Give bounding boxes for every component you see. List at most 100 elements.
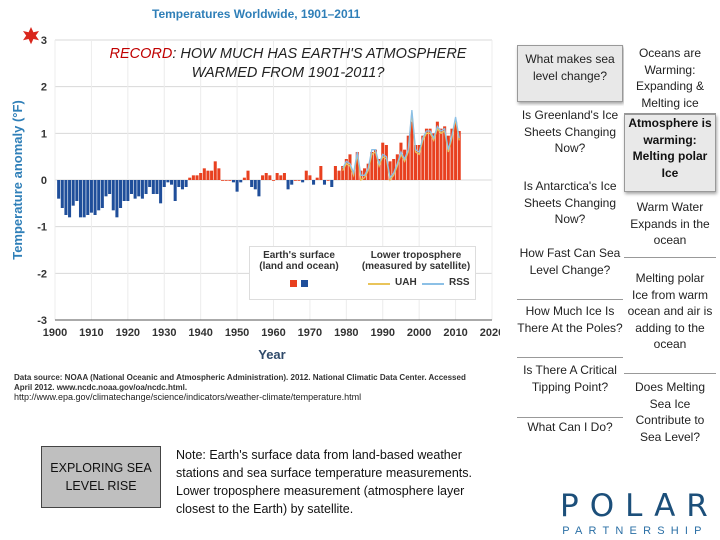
surface-bar bbox=[75, 180, 79, 201]
surface-bar bbox=[403, 149, 407, 180]
surface-bar bbox=[253, 180, 257, 190]
surface-bar bbox=[246, 170, 250, 180]
surface-bar bbox=[122, 180, 126, 201]
surface-bar bbox=[199, 173, 203, 180]
surface-bar bbox=[417, 145, 421, 180]
surface-bar bbox=[177, 180, 181, 187]
surface-bar bbox=[304, 170, 308, 180]
surface-bar bbox=[93, 180, 97, 215]
answer-item[interactable]: Oceans are Warming: Expanding & Melting … bbox=[624, 44, 716, 114]
surface-bar bbox=[191, 175, 195, 180]
question-item[interactable]: How Fast Can Sea Level Change? bbox=[517, 245, 623, 300]
surface-bar bbox=[410, 121, 414, 180]
surface-bar bbox=[166, 180, 170, 183]
legend-swatch-positive bbox=[290, 280, 297, 287]
legend-swatch-negative bbox=[301, 280, 308, 287]
surface-bar bbox=[64, 180, 68, 215]
surface-bar bbox=[275, 173, 279, 180]
surface-bar bbox=[97, 180, 101, 211]
surface-bar bbox=[399, 142, 403, 180]
surface-bar bbox=[370, 152, 374, 180]
surface-bar bbox=[341, 166, 345, 180]
answer-item[interactable]: Warm Water Expands in the ocean bbox=[624, 198, 716, 258]
surface-bar bbox=[89, 180, 93, 213]
question-item[interactable]: What makes sea level change? bbox=[517, 45, 623, 102]
answer-item[interactable]: Melting polar Ice from warm ocean and ai… bbox=[624, 270, 716, 374]
surface-bar bbox=[129, 180, 133, 194]
y-tick-label: -2 bbox=[37, 268, 47, 280]
surface-bar bbox=[188, 177, 192, 180]
surface-bar bbox=[282, 173, 286, 180]
surface-bar bbox=[57, 180, 61, 199]
surface-bar bbox=[457, 131, 461, 180]
source-url-link[interactable]: http://www.epa.gov/climatechange/science… bbox=[14, 392, 362, 402]
surface-bar bbox=[151, 180, 155, 194]
surface-bar bbox=[159, 180, 163, 204]
surface-bar bbox=[144, 180, 148, 194]
question-item[interactable]: What Can I Do? bbox=[517, 419, 623, 459]
surface-bar bbox=[140, 180, 144, 199]
y-tick-label: 2 bbox=[41, 82, 47, 94]
y-axis-label: Temperature anomaly (°F) bbox=[10, 100, 25, 260]
surface-bar bbox=[100, 180, 104, 208]
surface-bar bbox=[68, 180, 72, 218]
surface-bar bbox=[257, 180, 261, 197]
x-tick-label: 1930 bbox=[152, 327, 176, 339]
x-tick-label: 2000 bbox=[407, 327, 431, 339]
legend-uah-label: UAH bbox=[395, 277, 417, 288]
surface-bar bbox=[242, 177, 246, 180]
legend-troposphere-title: Lower troposphere (measured by satellite… bbox=[361, 250, 471, 272]
x-tick-label: 1910 bbox=[79, 327, 103, 339]
surface-bar bbox=[137, 180, 141, 197]
surface-bar bbox=[421, 135, 425, 180]
surface-bar bbox=[392, 159, 396, 180]
y-tick-label: -3 bbox=[37, 315, 47, 327]
surface-bar bbox=[155, 180, 159, 194]
surface-bar bbox=[235, 180, 239, 192]
question-item[interactable]: How Much Ice Is There At the Poles? bbox=[517, 302, 623, 358]
surface-bar bbox=[268, 175, 272, 180]
uah-line bbox=[342, 112, 460, 182]
chart-lines bbox=[342, 109, 460, 182]
y-tick-label: 0 bbox=[41, 175, 47, 187]
legend-rss-label: RSS bbox=[449, 277, 470, 288]
surface-bar bbox=[279, 175, 283, 180]
surface-bar bbox=[210, 170, 214, 180]
surface-bar bbox=[60, 180, 64, 208]
surface-bar bbox=[290, 180, 294, 185]
answer-item[interactable]: Does Melting Sea Ice Contribute to Sea L… bbox=[624, 379, 716, 449]
surface-bar bbox=[454, 121, 458, 180]
surface-bar bbox=[439, 128, 443, 180]
surface-bar bbox=[180, 180, 184, 190]
surface-bar bbox=[220, 180, 225, 181]
legend-uah-line bbox=[368, 283, 390, 285]
chart-legend: Earth's surface (land and ocean) Lower t… bbox=[249, 246, 476, 300]
surface-bar bbox=[424, 128, 428, 180]
question-item[interactable]: Is There A Critical Tipping Point? bbox=[517, 360, 623, 418]
surface-bar bbox=[217, 168, 221, 180]
slide-title: RECORD: HOW MUCH HAS EARTH'S ATMOSPHERE … bbox=[78, 45, 498, 83]
surface-bar bbox=[184, 180, 188, 187]
exploring-sea-level-rise-button[interactable]: EXPLORING SEA LEVEL RISE bbox=[41, 446, 161, 508]
surface-bar bbox=[355, 152, 359, 180]
surface-bar bbox=[202, 168, 206, 180]
surface-bar bbox=[224, 180, 228, 181]
surface-bar bbox=[373, 149, 377, 180]
record-star-icon bbox=[23, 27, 39, 45]
surface-bar bbox=[126, 180, 130, 201]
record-question: : HOW MUCH HAS EARTH'S ATMOSPHERE WARMED… bbox=[172, 46, 467, 81]
surface-bar bbox=[250, 180, 254, 187]
answer-item-active[interactable]: Atmosphere is warming: Melting polar Ice bbox=[624, 114, 716, 192]
surface-bar bbox=[377, 159, 381, 180]
x-tick-label: 1980 bbox=[334, 327, 358, 339]
surface-bar bbox=[443, 126, 447, 180]
surface-bar bbox=[312, 180, 316, 185]
x-tick-label: 1900 bbox=[43, 327, 67, 339]
surface-bar bbox=[264, 173, 268, 180]
surface-bar bbox=[432, 133, 436, 180]
surface-bar bbox=[428, 128, 432, 180]
logo-main-text: POLAR bbox=[560, 488, 719, 524]
question-item[interactable]: Is Greenland's Ice Sheets Changing Now? bbox=[517, 106, 623, 180]
surface-bar bbox=[414, 145, 418, 180]
surface-bar bbox=[322, 180, 327, 185]
